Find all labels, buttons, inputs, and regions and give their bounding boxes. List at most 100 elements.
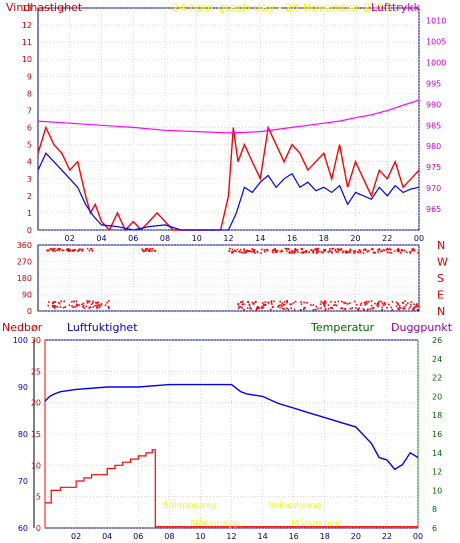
- pressure-y-tick-label: 965: [426, 205, 441, 214]
- direction-point: [53, 301, 56, 303]
- direction-point: [360, 302, 363, 305]
- direction-point: [274, 248, 276, 250]
- direction-point: [275, 251, 278, 253]
- direction-point: [273, 300, 275, 303]
- direction-point: [86, 247, 89, 250]
- direction-point: [303, 301, 305, 304]
- direction-point: [351, 307, 353, 309]
- rain-y-axis: 0 5 10 15 20 25 30: [31, 336, 41, 533]
- pressure-y-tick-label: 980: [426, 142, 441, 151]
- direction-letter: S: [437, 272, 444, 285]
- direction-point: [261, 302, 264, 304]
- direction-point: [344, 251, 347, 254]
- direction-point: [331, 248, 333, 250]
- direction-point: [78, 248, 81, 251]
- wind-x-tick-label: 20: [350, 234, 360, 243]
- direction-point: [398, 249, 400, 251]
- direction-point: [250, 308, 252, 310]
- direction-point: [302, 251, 304, 253]
- direction-point: [289, 251, 292, 254]
- direction-point: [54, 301, 56, 303]
- direction-point: [416, 309, 419, 311]
- direction-point: [256, 306, 259, 308]
- direction-point: [334, 301, 336, 303]
- direction-point: [384, 304, 386, 306]
- direction-point: [283, 308, 286, 310]
- direction-point: [141, 248, 143, 250]
- direction-point: [228, 250, 231, 252]
- direction-point: [52, 305, 54, 307]
- direction-point: [72, 306, 75, 309]
- direction-point: [282, 303, 285, 306]
- direction-point: [75, 303, 78, 305]
- direction-letter: E: [437, 289, 444, 302]
- pressure-y-tick-label: 1005: [426, 38, 446, 47]
- wind-title: Vindhastighet: [6, 1, 83, 14]
- direction-point: [89, 306, 92, 308]
- direction-point: [285, 250, 288, 253]
- direction-point: [281, 305, 283, 307]
- direction-point: [96, 307, 98, 309]
- direction-point: [332, 304, 335, 307]
- direction-point: [342, 250, 345, 253]
- direction-point: [78, 304, 80, 306]
- humidity-x-tick-label: 06: [133, 532, 143, 541]
- direction-point: [272, 251, 274, 254]
- direction-point: [72, 250, 74, 252]
- direction-point: [237, 302, 240, 305]
- direction-point: [387, 248, 390, 251]
- direction-point: [283, 303, 286, 306]
- direction-point: [264, 250, 266, 253]
- direction-point: [304, 251, 306, 253]
- humidity-x-axis: 02 04 06 08 10 12 14 16 18 20 22 00: [71, 532, 423, 541]
- direction-y-tick-label: 0: [27, 307, 32, 316]
- direction-point: [58, 249, 61, 252]
- direction-point: [382, 304, 384, 306]
- wind-x-tick-label: 04: [96, 234, 106, 243]
- direction-point: [413, 249, 416, 252]
- direction-point: [314, 308, 317, 311]
- temperature-y-tick-label: 8: [432, 505, 437, 514]
- direction-point: [416, 303, 418, 305]
- direction-point: [260, 248, 263, 251]
- direction-point: [372, 248, 374, 250]
- direction-point: [241, 307, 243, 309]
- direction-point: [253, 249, 256, 251]
- direction-point: [339, 248, 342, 251]
- direction-point: [358, 249, 360, 251]
- direction-point: [231, 251, 233, 253]
- wind-y-tick-label: 13: [22, 4, 32, 13]
- direction-point: [229, 247, 231, 250]
- wind-grid: [38, 7, 420, 231]
- humidity-x-tick-label: 20: [351, 532, 361, 541]
- pressure-y-axis: 965 970 975 980 985 990 995 1000 1005 1010: [426, 17, 446, 214]
- direction-point: [236, 248, 239, 251]
- direction-point: [60, 300, 62, 302]
- direction-point: [344, 250, 347, 253]
- direction-point: [289, 303, 291, 306]
- direction-point: [359, 304, 362, 306]
- direction-y-axis: 0 90 180 270 360: [17, 241, 32, 316]
- direction-point: [345, 302, 347, 305]
- direction-point: [316, 250, 318, 252]
- rain-y-tick-label: 10: [31, 461, 41, 470]
- direction-point: [314, 248, 316, 250]
- direction-point: [284, 247, 287, 250]
- direction-point: [293, 251, 295, 254]
- direction-point: [335, 251, 338, 253]
- direction-point: [300, 251, 303, 254]
- direction-point: [238, 306, 241, 308]
- humidity-x-tick-label: 10: [195, 532, 205, 541]
- direction-point: [79, 248, 82, 251]
- direction-point: [241, 251, 243, 254]
- direction-point: [391, 301, 394, 303]
- direction-point: [270, 301, 273, 303]
- direction-point: [287, 248, 290, 250]
- direction-point: [408, 307, 410, 310]
- direction-point: [363, 301, 366, 304]
- direction-point: [151, 250, 153, 252]
- direction-point: [69, 249, 71, 251]
- direction-point: [282, 307, 284, 310]
- direction-point: [349, 249, 352, 251]
